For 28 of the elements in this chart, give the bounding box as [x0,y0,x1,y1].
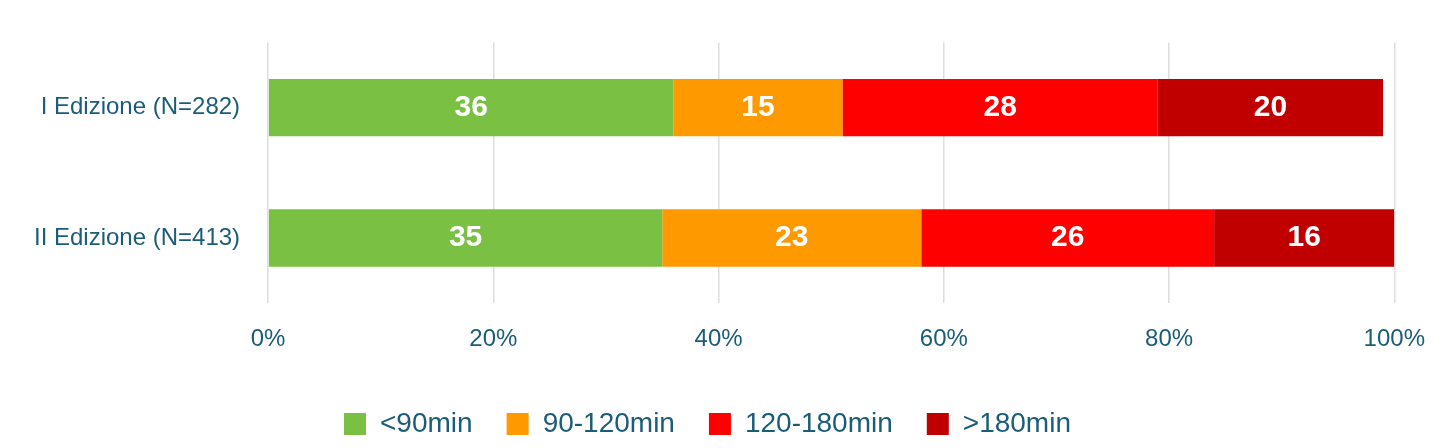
x-tick-label: 20% [469,324,518,352]
bar [1157,78,1384,137]
bar [842,78,1158,137]
bar [921,209,1215,267]
bar [673,78,843,137]
x-tick-label: 60% [919,324,968,352]
data-label: 36 [454,88,488,122]
x-tick-label: 40% [694,324,743,352]
data-label: 20 [1253,88,1288,122]
data-label: 15 [741,88,775,122]
legend-label: 90-120min [542,406,675,438]
data-label: 23 [775,219,809,253]
bar [662,209,922,267]
x-tick-label: 100% [1363,324,1425,352]
data-label: 16 [1287,219,1321,253]
y-tick-label: I Edizione (N=282) [40,92,241,120]
data-label: 28 [983,88,1017,122]
legend-label: <90min [380,406,473,438]
data-label: 35 [448,219,483,253]
bar [268,78,674,137]
x-tick-label: 80% [1145,324,1194,352]
legend-label: >180min [962,406,1071,438]
bar [268,209,663,267]
data-label: 26 [1051,219,1085,253]
legend-label: 120-180min [744,406,893,438]
y-tick-label: II Edizione (N=413) [34,222,241,250]
bar [1214,209,1395,267]
x-tick-label: 0% [250,324,286,352]
